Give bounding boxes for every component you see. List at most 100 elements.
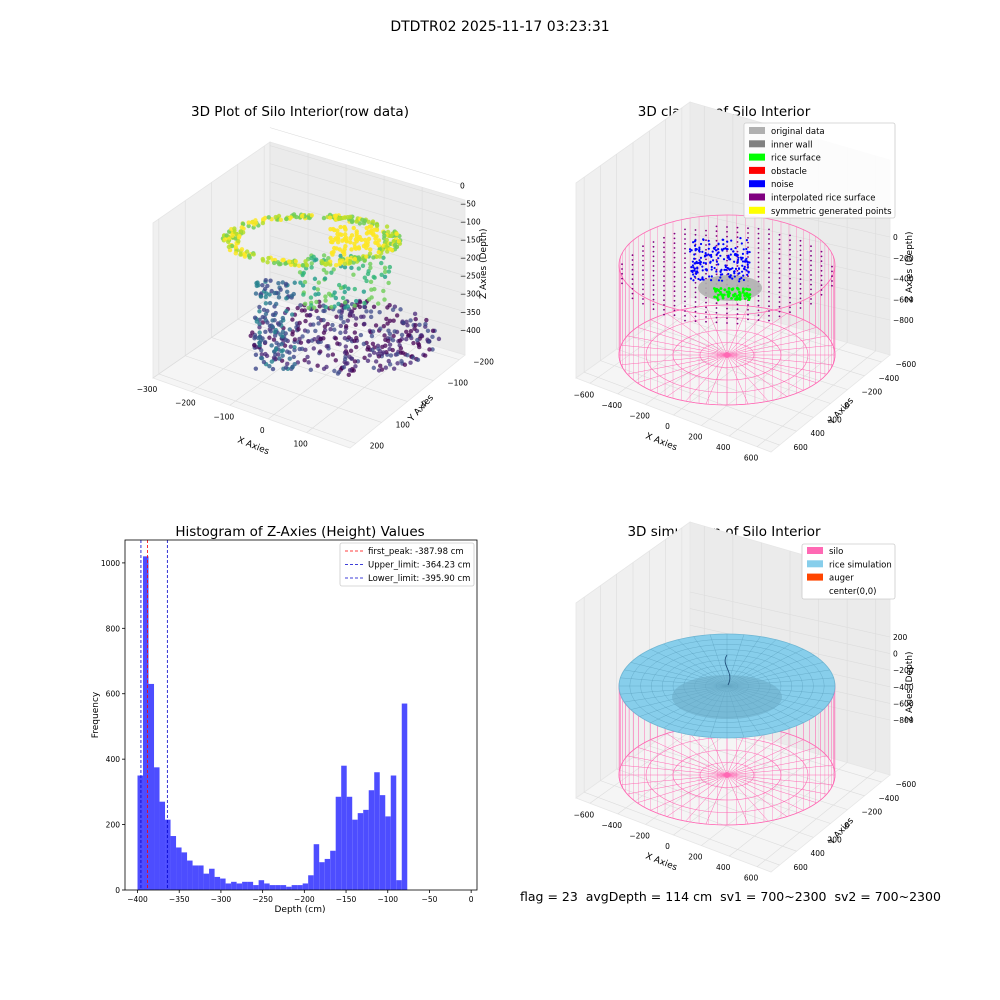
silo-spoke: [685, 308, 728, 356]
tick-label: 0: [422, 400, 427, 409]
noise-point: [699, 242, 703, 246]
data-point: [298, 340, 304, 345]
data-point: [317, 304, 322, 309]
noise-point: [745, 247, 748, 251]
interpolated-point: [789, 282, 791, 285]
histogram-bar: [143, 556, 149, 890]
noise-point: [746, 266, 749, 269]
noise-point: [729, 253, 732, 256]
tick-label: 0: [460, 182, 465, 191]
interpolated-point: [810, 250, 812, 252]
interpolated-point: [757, 299, 760, 302]
noise-point: [740, 258, 743, 261]
data-point: [261, 307, 267, 313]
data-point: [262, 339, 268, 345]
interpolated-point: [757, 232, 760, 235]
interpolated-point: [736, 308, 739, 311]
interpolated-point: [768, 319, 770, 322]
silo-spoke: [666, 774, 728, 817]
noise-point: [697, 277, 700, 281]
histogram-bar: [368, 790, 375, 890]
interpolated-point: [768, 228, 770, 231]
panel-classify: 3D classify of Silo Interior −600−400−20…: [574, 101, 916, 463]
data-point: [316, 280, 322, 285]
histogram-bar: [379, 795, 386, 890]
data-point: [351, 272, 356, 277]
data-point: [382, 297, 387, 302]
interpolated-point: [694, 281, 697, 284]
data-point: [312, 286, 317, 291]
silo-spoke: [685, 354, 728, 402]
data-point: [398, 350, 404, 355]
noise-point: [746, 263, 749, 267]
data-point: [333, 213, 339, 218]
data-point: [383, 365, 389, 370]
interpolated-point: [768, 305, 770, 308]
data-point: [262, 286, 268, 292]
tick-label: −150: [336, 895, 357, 904]
noise-point: [701, 278, 704, 281]
noise-point: [717, 248, 720, 251]
interpolated-point: [768, 286, 770, 288]
interpolated-point: [778, 243, 781, 246]
rice-surface-point: [738, 292, 742, 296]
data-point: [336, 282, 342, 288]
legend-swatch: [749, 180, 765, 188]
interpolated-point: [768, 238, 770, 240]
data-point: [267, 363, 272, 369]
tick-label: −200: [629, 831, 650, 840]
silo-spoke: [726, 746, 817, 776]
surface-depression: [672, 675, 782, 719]
data-point: [352, 359, 358, 364]
tick-label: 400: [106, 755, 121, 764]
tick-label: −300: [460, 290, 481, 299]
histogram-bar: [159, 801, 166, 890]
interpolated-point: [757, 242, 760, 245]
data-point: [352, 330, 358, 335]
interpolated-point: [778, 301, 781, 303]
data-point: [353, 237, 359, 242]
interpolated-point: [642, 293, 644, 296]
tick-label: 100: [396, 420, 411, 429]
data-point: [402, 362, 408, 367]
data-point: [296, 263, 302, 268]
data-point: [291, 354, 296, 360]
data-point: [387, 302, 392, 308]
data-point: [314, 299, 319, 305]
interpolated-point: [726, 235, 728, 238]
noise-point: [739, 256, 743, 259]
data-point: [338, 313, 344, 319]
histogram: −400 −350 −300 −250 −200 −150 −100 −50 0 0 200 400 6…: [101, 539, 478, 904]
interpolated-point: [705, 301, 707, 304]
data-point: [314, 257, 319, 262]
interpolated-point: [715, 311, 718, 314]
interpolated-point: [715, 244, 718, 247]
interpolated-point: [663, 256, 665, 258]
data-point: [342, 265, 348, 270]
noise-point: [702, 238, 705, 241]
data-point: [342, 335, 348, 341]
interpolated-point: [778, 233, 781, 236]
data-point: [373, 323, 379, 328]
interpolated-point: [631, 259, 634, 261]
data-point: [326, 256, 331, 261]
tick-label: 0: [115, 886, 120, 895]
interpolated-point: [705, 239, 707, 242]
interpolated-point: [705, 316, 707, 318]
data-point: [278, 287, 283, 292]
interpolated-point: [799, 287, 802, 290]
data-point: [312, 305, 317, 310]
interpolated-point: [757, 251, 760, 254]
data-point: [263, 294, 268, 300]
interpolated-point: [789, 272, 791, 275]
noise-point: [742, 278, 746, 282]
data-point: [337, 216, 343, 221]
data-point: [270, 312, 276, 317]
interpolated-point: [789, 239, 791, 242]
grid-line: [689, 591, 891, 638]
x-axis-label: X Axies: [644, 852, 679, 874]
data-point: [342, 350, 348, 355]
interpolated-point: [663, 270, 665, 273]
interpolated-point: [757, 271, 760, 273]
data-point: [266, 255, 271, 261]
